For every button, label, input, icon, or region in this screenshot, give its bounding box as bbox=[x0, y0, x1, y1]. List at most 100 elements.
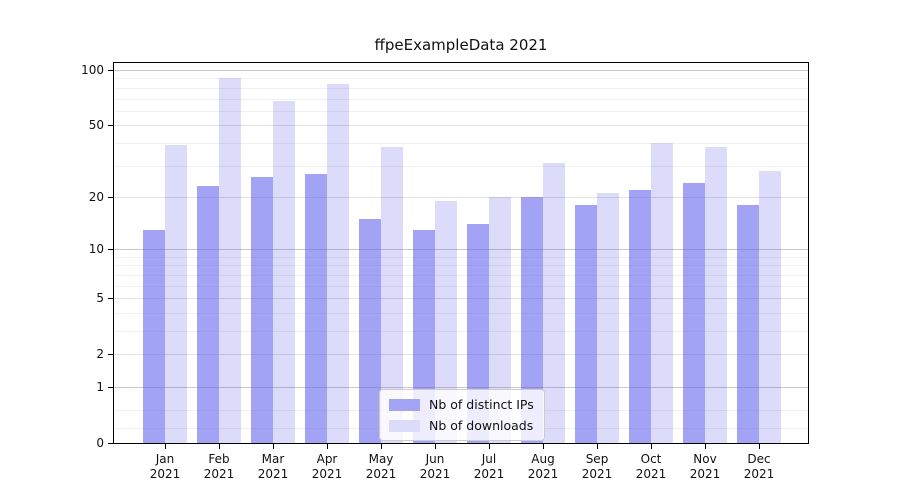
x-tick-mark-apr bbox=[327, 444, 328, 449]
y-tick-mark-5 bbox=[108, 298, 114, 300]
gridline-6 bbox=[114, 285, 808, 287]
x-tick-year: 2021 bbox=[473, 467, 505, 481]
bar-sep-nb-of-distinct-ips bbox=[575, 205, 597, 443]
legend-row-nb-of-distinct-ips: Nb of distinct IPs bbox=[389, 397, 534, 412]
x-tick-year: 2021 bbox=[311, 467, 343, 481]
bar-feb-nb-of-downloads bbox=[219, 78, 241, 443]
x-tick-month: May bbox=[368, 452, 394, 466]
plot-area: Nb of distinct IPs Nb of downloads bbox=[113, 62, 809, 444]
x-tick-mark-jun bbox=[435, 444, 436, 449]
legend-label: Nb of downloads bbox=[429, 418, 534, 433]
bar-jan-nb-of-downloads bbox=[165, 144, 187, 443]
bar-aug-nb-of-distinct-ips bbox=[521, 196, 543, 443]
x-tick-year: 2021 bbox=[743, 467, 775, 481]
y-tick-mark-10 bbox=[108, 249, 114, 251]
x-tick-label-may: May 2021 bbox=[349, 452, 413, 482]
bar-dec-nb-of-distinct-ips bbox=[737, 205, 759, 443]
bar-sep-nb-of-downloads bbox=[597, 193, 619, 443]
gridline-80 bbox=[114, 87, 808, 89]
x-tick-month: Feb bbox=[208, 452, 230, 466]
bar-may-nb-of-downloads bbox=[381, 146, 403, 443]
x-tick-mark-feb bbox=[219, 444, 220, 449]
x-tick-year: 2021 bbox=[527, 467, 559, 481]
bar-jul-nb-of-distinct-ips bbox=[467, 224, 489, 443]
bar-nov-nb-of-distinct-ips bbox=[683, 182, 705, 443]
bar-jun-nb-of-downloads bbox=[435, 200, 457, 443]
x-tick-label-jan: Jan 2021 bbox=[133, 452, 197, 482]
x-tick-month: Sep bbox=[585, 452, 609, 466]
bar-mar-nb-of-downloads bbox=[273, 100, 295, 443]
legend-swatch-icon bbox=[389, 419, 420, 432]
x-tick-mark-nov bbox=[705, 444, 706, 449]
x-tick-month: Jan bbox=[155, 452, 175, 466]
x-tick-mark-aug bbox=[543, 444, 544, 449]
x-tick-month: Nov bbox=[693, 452, 717, 466]
y-tick-mark-0 bbox=[108, 443, 114, 444]
y-tick-label-100: 100 bbox=[81, 63, 104, 77]
y-tick-label-50: 50 bbox=[88, 118, 104, 133]
x-tick-year: 2021 bbox=[689, 467, 721, 481]
x-tick-label-dec: Dec 2021 bbox=[727, 452, 791, 482]
gridline-10 bbox=[114, 249, 808, 251]
gridline-9 bbox=[114, 256, 808, 258]
bar-feb-nb-of-distinct-ips bbox=[197, 186, 219, 443]
x-tick-label-apr: Apr 2021 bbox=[295, 452, 359, 482]
x-tick-month: Aug bbox=[531, 452, 555, 466]
x-tick-year: 2021 bbox=[581, 467, 613, 481]
gridline-40 bbox=[114, 142, 808, 144]
bar-apr-nb-of-distinct-ips bbox=[305, 173, 327, 443]
x-tick-label-jun: Jun 2021 bbox=[403, 452, 467, 482]
bar-oct-nb-of-downloads bbox=[651, 142, 673, 443]
legend-row-nb-of-downloads: Nb of downloads bbox=[389, 418, 534, 433]
y-tick-label-0: 0 bbox=[96, 436, 104, 450]
gridline-1 bbox=[114, 387, 808, 388]
x-tick-label-nov: Nov 2021 bbox=[673, 452, 737, 482]
legend: Nb of distinct IPs Nb of downloads bbox=[379, 389, 545, 441]
chart-title: ffpeExampleData 2021 bbox=[374, 36, 548, 54]
gridline-20 bbox=[114, 196, 808, 198]
x-tick-label-oct: Oct 2021 bbox=[619, 452, 683, 482]
x-tick-mark-oct bbox=[651, 444, 652, 449]
x-tick-year: 2021 bbox=[203, 467, 235, 481]
x-tick-label-aug: Aug 2021 bbox=[511, 452, 575, 482]
bar-nov-nb-of-downloads bbox=[705, 146, 727, 443]
x-tick-month: Apr bbox=[316, 452, 338, 466]
y-tick-mark-50 bbox=[108, 125, 114, 127]
gridline-7 bbox=[114, 274, 808, 276]
gridline-70 bbox=[114, 98, 808, 100]
x-tick-label-jul: Jul 2021 bbox=[457, 452, 521, 482]
x-tick-mark-may bbox=[381, 444, 382, 449]
x-tick-month: Mar bbox=[261, 452, 285, 466]
y-tick-label-20: 20 bbox=[88, 189, 104, 204]
x-tick-year: 2021 bbox=[635, 467, 667, 481]
y-tick-mark-20 bbox=[108, 196, 114, 198]
x-tick-mark-jan bbox=[165, 444, 166, 449]
legend-label: Nb of distinct IPs bbox=[429, 397, 534, 412]
gridline-2 bbox=[114, 354, 808, 356]
gridline-90 bbox=[114, 78, 808, 80]
gridline-30 bbox=[114, 165, 808, 167]
gridline-4 bbox=[114, 312, 808, 314]
x-tick-month: Jun bbox=[425, 452, 445, 466]
bar-apr-nb-of-downloads bbox=[327, 83, 349, 443]
gridline-100 bbox=[114, 70, 808, 71]
x-tick-year: 2021 bbox=[419, 467, 451, 481]
legend-swatch-icon bbox=[389, 398, 420, 411]
x-tick-mark-jul bbox=[489, 444, 490, 449]
x-tick-label-feb: Feb 2021 bbox=[187, 452, 251, 482]
gridline-8 bbox=[114, 265, 808, 267]
bar-jul-nb-of-downloads bbox=[489, 196, 511, 443]
x-tick-mark-mar bbox=[273, 444, 274, 449]
x-tick-year: 2021 bbox=[365, 467, 397, 481]
bar-mar-nb-of-distinct-ips bbox=[251, 176, 273, 443]
x-tick-label-mar: Mar 2021 bbox=[241, 452, 305, 482]
y-tick-label-2: 2 bbox=[96, 347, 104, 362]
x-tick-year: 2021 bbox=[257, 467, 289, 481]
y-tick-label-10: 10 bbox=[88, 242, 104, 257]
x-tick-year: 2021 bbox=[149, 467, 181, 481]
x-tick-label-sep: Sep 2021 bbox=[565, 452, 629, 482]
y-tick-mark-1 bbox=[108, 387, 114, 388]
bar-oct-nb-of-distinct-ips bbox=[629, 189, 651, 443]
x-tick-month: Oct bbox=[640, 452, 662, 466]
bar-jan-nb-of-distinct-ips bbox=[143, 229, 165, 443]
